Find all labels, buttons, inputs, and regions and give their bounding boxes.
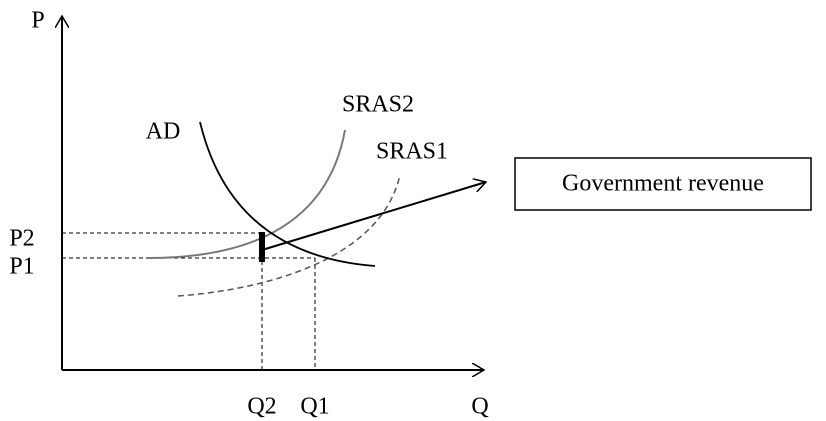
- p2-label: P2: [9, 226, 34, 252]
- callout-arrow: [261, 182, 486, 251]
- sras2-label: SRAS2: [342, 92, 414, 118]
- ad-label: AD: [146, 119, 181, 145]
- p1-label: P1: [9, 254, 34, 280]
- q2-label: Q2: [247, 394, 276, 420]
- x-axis-label: Q: [471, 394, 488, 420]
- callout-box: [514, 157, 812, 211]
- sras2-curve: [147, 129, 346, 259]
- q1-label: Q1: [300, 394, 329, 420]
- callout-text: Government revenue: [562, 171, 764, 197]
- sras1-label: SRAS1: [376, 139, 448, 165]
- sras1-curve: [177, 174, 401, 297]
- ad-curve: [199, 121, 376, 267]
- y-axis-label: P: [31, 8, 44, 34]
